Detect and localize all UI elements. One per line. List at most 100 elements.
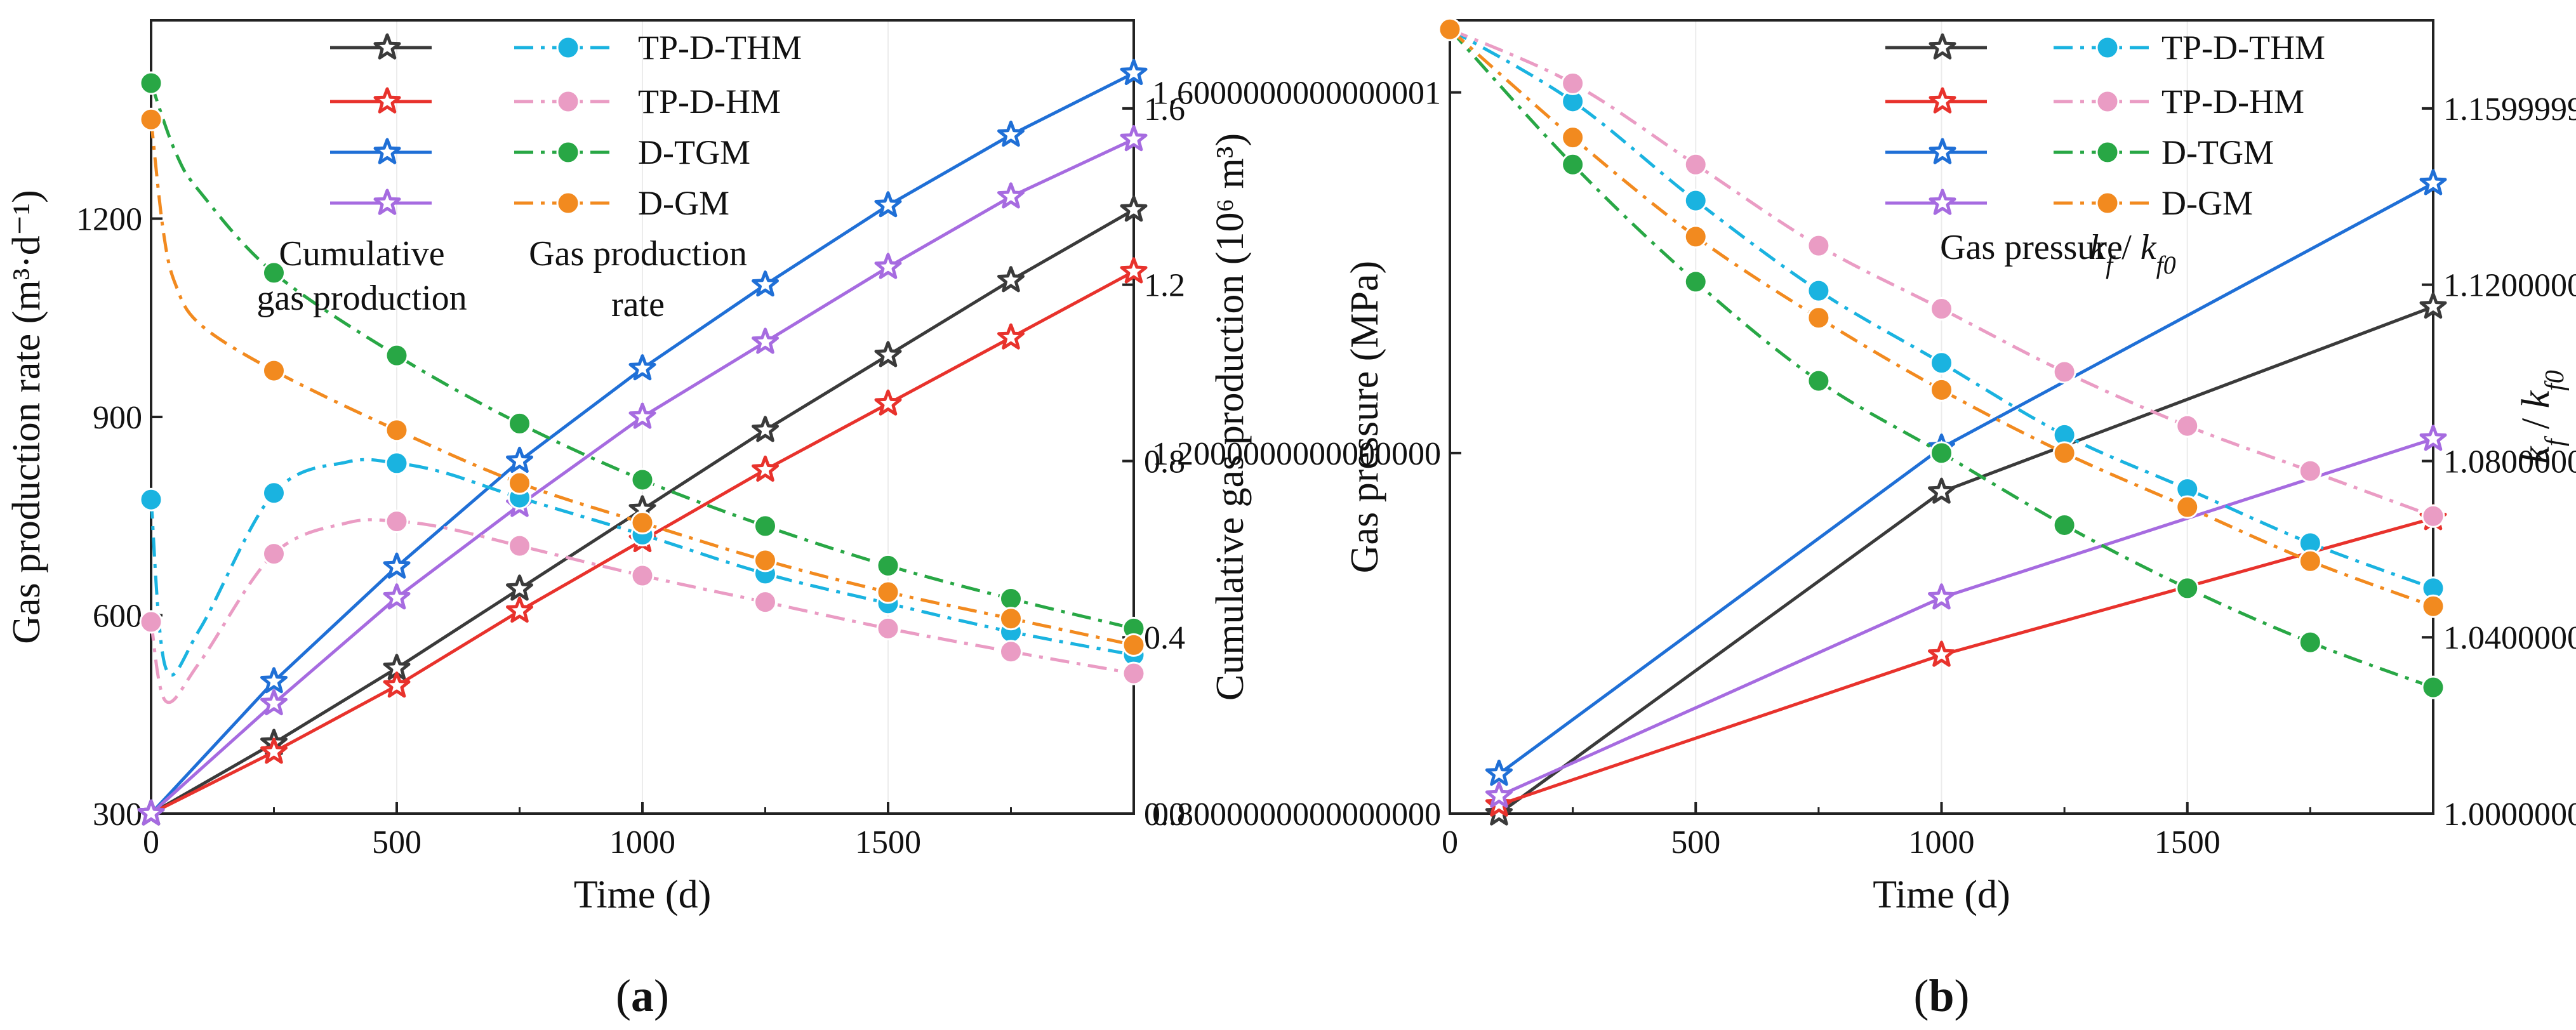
data-point-orange [139, 107, 163, 131]
annotation-text: gas production [256, 279, 467, 318]
series-line-purple [1498, 437, 2434, 798]
series-line-black [1497, 305, 2434, 815]
y-tick-label: 1200 [76, 202, 142, 238]
y2-tick-label: 1.159999999999999920 [2443, 91, 2576, 128]
legend-marker-purple [1929, 188, 1956, 215]
data-point-orange [1438, 17, 1462, 41]
data-point-black [506, 574, 533, 601]
data-point-pink [2052, 360, 2076, 384]
data-point-blue [383, 552, 411, 579]
legend-marker-purple [373, 188, 401, 215]
series-line-pink [149, 518, 1134, 704]
data-point-pink [876, 616, 900, 640]
data-point-pink [1930, 297, 1953, 321]
y-tick-label: 1.2000000000000000 [1152, 436, 1441, 472]
data-point-purple [997, 182, 1025, 209]
data-point-green [1561, 152, 1585, 176]
data-point-orange [1807, 306, 1831, 330]
annotation-text: Gas production [529, 234, 747, 274]
x-tick-label: 1000 [609, 824, 675, 861]
y2-tick-label: 1.080000000000000071 [2443, 444, 2576, 480]
y-axis-label: Gas pressure (MPa) [1343, 261, 1386, 573]
y2-tick-label: 0.0 [1144, 796, 1185, 833]
data-point-pink [1561, 71, 1585, 95]
series-line-red [1498, 517, 2434, 807]
data-point-blue [874, 191, 902, 218]
y2-axis-label: Cumulative gas production (10⁶ m³) [1209, 133, 1252, 701]
y-tick-label: 0.8000000000000000 [1152, 796, 1441, 833]
data-point-black [2419, 292, 2447, 319]
data-point-pink [1122, 661, 1146, 685]
data-point-red [1120, 257, 1148, 284]
data-point-orange [385, 418, 409, 442]
data-point-purple [628, 402, 656, 429]
legend-marker-cyan [556, 36, 580, 60]
data-point-red [1485, 790, 1513, 817]
data-point-black [1485, 799, 1513, 826]
data-point-orange [1930, 378, 1953, 402]
data-point-orange [2298, 549, 2322, 573]
y2-tick-label: 1.6 [1144, 91, 1185, 128]
legend-label: TP-D-HM [638, 83, 781, 121]
data-point-blue [752, 270, 779, 297]
data-point-green [1930, 441, 1953, 465]
data-point-purple [260, 689, 288, 716]
legend-marker-pink [556, 89, 580, 114]
data-point-green [876, 553, 900, 578]
data-point-green [508, 411, 531, 435]
data-point-orange [754, 548, 777, 572]
data-point-black [874, 341, 902, 367]
data-point-green [262, 261, 286, 285]
y-tick-label: 1.6000000000000001 [1152, 76, 1441, 112]
data-point-orange [2421, 594, 2445, 618]
data-point-pink [262, 542, 286, 566]
data-point-blue [506, 446, 533, 473]
series-line-orange [1449, 28, 2434, 608]
x-axis-label: Time (d) [574, 873, 711, 916]
data-point-purple [1120, 125, 1148, 152]
data-point-pink [1807, 234, 1831, 258]
data-point-orange [630, 511, 654, 535]
data-point-purple [137, 799, 165, 826]
data-point-green [139, 71, 163, 95]
y2-tick-label: 0.8 [1144, 444, 1185, 480]
data-point-pink [1683, 152, 1708, 176]
data-point-blue [2419, 169, 2447, 195]
y2-tick-label: 1.040000000000000036 [2443, 620, 2576, 656]
data-point-pink [754, 590, 777, 614]
y-tick-label: 900 [93, 400, 142, 436]
data-point-pink [385, 510, 409, 534]
data-point-orange [2175, 495, 2200, 519]
data-point-green [2052, 513, 2076, 537]
legend-marker-green [2095, 140, 2120, 164]
x-tick-label: 0 [143, 824, 159, 861]
data-point-green [630, 468, 654, 492]
data-point-red [997, 323, 1025, 350]
data-point-green [2421, 675, 2445, 699]
y-tick-label: 300 [93, 796, 142, 833]
legend-marker-red [1929, 87, 1956, 114]
series-line-blue [1497, 182, 2434, 776]
data-point-orange [1122, 633, 1146, 657]
data-point-green [754, 514, 777, 538]
data-point-purple [752, 327, 779, 354]
data-point-blue [1485, 760, 1513, 786]
x-tick-label: 500 [1671, 824, 1720, 861]
legend-marker-black [1929, 33, 1956, 60]
data-point-pink [2421, 504, 2445, 528]
data-point-green [1807, 369, 1831, 393]
legend-label: D-GM [2161, 184, 2253, 222]
x-tick-label: 1000 [1909, 824, 1975, 861]
legend-label: TP-D-THM [638, 29, 802, 67]
data-point-orange [508, 471, 531, 495]
annotation-kf: kf / kf0 [2090, 228, 2176, 279]
annotation-text: Gas pressure [1940, 228, 2123, 267]
panel-b-chart: 0 500 1000 1500 0.8000000000000000 1.20000000… [1152, 17, 2576, 1021]
data-point-cyan [385, 451, 409, 475]
data-point-blue [997, 121, 1025, 147]
legend-marker-cyan [2095, 36, 2120, 60]
data-point-pink [2175, 414, 2200, 438]
legend-label: D-GM [638, 184, 729, 222]
data-point-cyan [1930, 351, 1953, 375]
series-line-cyan [1449, 28, 2434, 590]
